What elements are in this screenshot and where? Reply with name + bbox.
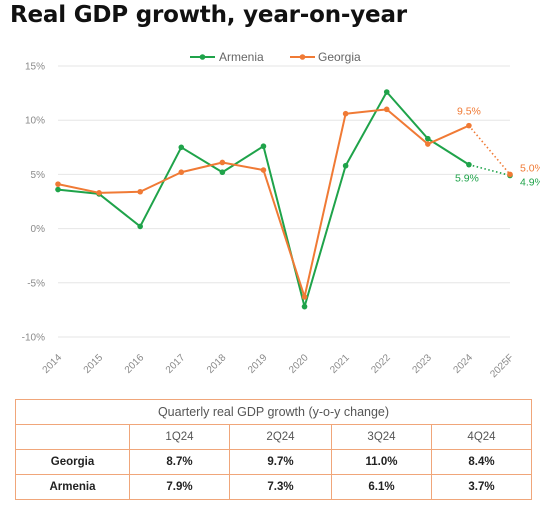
data-point-georgia	[342, 110, 349, 117]
table-header-cell: 3Q24	[331, 424, 432, 450]
x-tick-label: 2024	[452, 352, 476, 376]
data-point-armenia	[342, 162, 349, 169]
legend: Armenia Georgia	[190, 50, 361, 64]
chart-title: Real GDP growth, year-on-year	[10, 2, 407, 28]
forecast-line-armenia	[468, 163, 511, 177]
legend-item-armenia[interactable]: Armenia	[190, 50, 264, 64]
table-cell: 8.4%	[431, 449, 532, 475]
data-point-armenia	[260, 143, 267, 150]
legend-label-georgia: Georgia	[318, 50, 361, 64]
table-header-cell: 2Q24	[229, 424, 332, 450]
data-point-armenia	[466, 161, 472, 168]
table-row-label: Armenia	[15, 474, 130, 500]
data-label-georgia: 9.5%	[457, 106, 481, 118]
table-cell: 7.3%	[229, 474, 332, 500]
data-point-georgia	[55, 181, 61, 187]
table-header-cell: 4Q24	[431, 424, 532, 450]
table-row: Armenia 7.9% 7.3% 6.1% 3.7%	[15, 474, 532, 500]
forecast-line-georgia	[468, 125, 511, 175]
table-row-label: Georgia	[15, 449, 130, 475]
table-cell: 9.7%	[229, 449, 332, 475]
data-point-georgia	[137, 188, 143, 195]
data-point-armenia	[178, 144, 185, 151]
line-chart: -10% -5% 0% 5% 10% 15% 2014 2015 2016 2017 2018 201…	[22, 50, 540, 381]
data-point-georgia	[425, 141, 431, 147]
legend-label-armenia: Armenia	[219, 50, 264, 64]
x-tick-label: 2015	[82, 352, 106, 376]
x-tick-label: 2022	[369, 352, 393, 376]
table-cell: 3.7%	[431, 474, 532, 500]
axis-layer: -10% -5% 0% 5% 10% 15% 2014 2015 2016 2017 2018 201…	[22, 62, 516, 381]
y-tick-label: -5%	[27, 278, 45, 289]
data-label-armenia: 4.9%	[520, 176, 540, 188]
table-cell: 11.0%	[331, 449, 432, 475]
x-tick-label: 2016	[123, 352, 147, 376]
y-tick-label: 5%	[31, 170, 46, 181]
y-tick-label: 0%	[31, 224, 46, 235]
data-point-georgia	[219, 159, 226, 166]
data-point-armenia	[55, 186, 61, 193]
x-tick-label: 2025F	[488, 352, 516, 380]
data-label-armenia: 5.9%	[455, 173, 479, 185]
data-point-georgia	[301, 294, 308, 300]
table-cell: 6.1%	[331, 474, 432, 500]
label-layer: 9.5% 5.9% 5.0% 4.9%	[455, 106, 540, 189]
data-point-georgia	[96, 190, 102, 196]
data-point-armenia	[383, 89, 390, 95]
series-line-georgia	[57, 108, 470, 298]
table-caption: Quarterly real GDP growth (y-o-y change)	[15, 399, 532, 425]
data-point-armenia	[219, 169, 226, 176]
data-point-georgia	[383, 106, 390, 113]
x-tick-label: 2018	[205, 352, 229, 376]
grid-layer	[58, 65, 510, 338]
x-tick-label: 2020	[287, 352, 311, 376]
data-point-armenia	[137, 223, 143, 230]
table-header-cell: 1Q24	[129, 424, 230, 450]
x-tick-label: 2017	[164, 352, 188, 376]
table-corner-cell	[15, 424, 130, 450]
quarterly-gdp-table: Quarterly real GDP growth (y-o-y change)…	[15, 399, 532, 500]
x-tick-label: 2023	[410, 352, 434, 376]
x-tick-label: 2019	[246, 352, 270, 376]
x-tick-label: 2014	[41, 352, 65, 376]
y-tick-label: 10%	[25, 116, 45, 127]
x-tick-label: 2021	[328, 352, 352, 376]
legend-item-georgia[interactable]: Georgia	[290, 50, 361, 64]
data-point-georgia	[260, 167, 267, 173]
data-point-armenia	[425, 135, 431, 142]
table-cell: 7.9%	[129, 474, 230, 500]
data-label-georgia: 5.0%	[520, 162, 540, 174]
table-row: Georgia 8.7% 9.7% 11.0% 8.4%	[15, 449, 532, 475]
data-point-georgia	[466, 122, 472, 129]
data-point-georgia	[178, 169, 185, 176]
y-tick-label: -10%	[22, 333, 45, 344]
table-header-row: 1Q24 2Q24 3Q24 4Q24	[15, 424, 532, 450]
line-layer	[55, 89, 513, 310]
table-cell: 8.7%	[129, 449, 230, 475]
data-point-armenia	[301, 303, 308, 310]
series-line-armenia	[57, 91, 470, 308]
y-tick-label: 15%	[25, 62, 45, 73]
data-point-georgia	[507, 171, 513, 178]
